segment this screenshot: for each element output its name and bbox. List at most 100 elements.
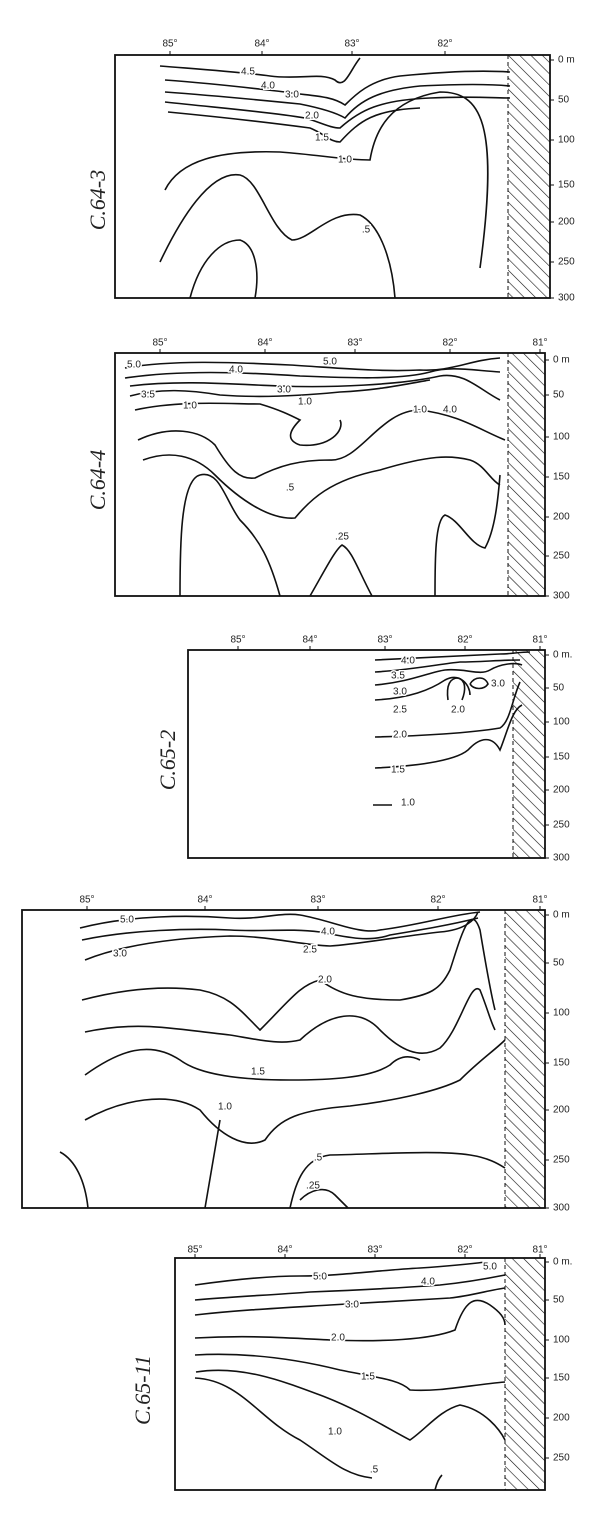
contour-label: 3.0 — [113, 949, 127, 960]
contour-label: 5.0 — [120, 915, 134, 926]
contour-line — [137, 409, 506, 479]
contour-line — [374, 704, 523, 769]
contour-line — [374, 651, 531, 661]
contour-label: 1.5 — [251, 1067, 265, 1078]
contour-label: 1.5 — [391, 765, 405, 776]
contour-line — [84, 1048, 421, 1081]
lon-label: 83° — [347, 338, 362, 349]
contour-label: 4.0 — [421, 1277, 435, 1288]
contour-line — [374, 662, 523, 686]
depth-label: 0 m. — [553, 650, 572, 661]
contour-label: 4.0 — [401, 656, 415, 667]
contour-label: 3.5 — [141, 390, 155, 401]
contour-label: .5 — [314, 1153, 323, 1164]
coast-hatch — [505, 1258, 545, 1490]
depth-label: 150 — [553, 1373, 570, 1384]
depth-label: 200 — [553, 1105, 570, 1116]
contour-label: 2.5 — [393, 705, 407, 716]
depth-label: 150 — [553, 752, 570, 763]
depth-label: 150 — [553, 1058, 570, 1069]
contour-line — [446, 677, 466, 701]
contour-label: 3.0 — [277, 385, 291, 396]
contour-line — [194, 1299, 506, 1342]
lon-label: 83° — [344, 39, 359, 50]
lon-label: 82° — [442, 338, 457, 349]
contour-line — [189, 239, 258, 299]
contour-label: 2.0 — [451, 705, 465, 716]
depth-label: 100 — [553, 432, 570, 443]
lon-label: 81° — [532, 895, 547, 906]
contour-line — [84, 911, 479, 961]
depth-label: 0 m — [553, 355, 570, 366]
contour-label: 1.5 — [361, 1372, 375, 1383]
depth-label: 200 — [553, 512, 570, 523]
contour-line — [179, 473, 281, 597]
contour-line — [434, 474, 501, 597]
depth-label: 250 — [553, 551, 570, 562]
contour-line — [134, 402, 342, 447]
contour-label: 2.0 — [331, 1333, 345, 1344]
contour-label: 4.0 — [321, 927, 335, 938]
contour-label: 5.0 — [483, 1262, 497, 1273]
depth-label: 0 m. — [553, 1257, 572, 1268]
section-label: C.65-11 — [130, 1355, 155, 1425]
coast-hatch — [508, 353, 545, 596]
contour-line — [79, 911, 481, 932]
contour-label: 2.0 — [305, 111, 319, 122]
contour-line — [374, 681, 521, 738]
lon-label: 81° — [532, 338, 547, 349]
contour-line — [59, 1151, 89, 1209]
contour-label: .5 — [370, 1465, 379, 1476]
contour-line — [374, 676, 471, 701]
contour-line — [194, 1274, 506, 1301]
contour-label: 4.0 — [261, 81, 275, 92]
lon-label: 84° — [197, 895, 212, 906]
lon-label: 81° — [532, 1245, 547, 1256]
contour-line — [129, 379, 431, 398]
lon-label: 83° — [367, 1245, 382, 1256]
depth-label: 50 — [558, 95, 570, 106]
contour-line — [374, 659, 521, 673]
depth-label: 200 — [553, 785, 570, 796]
contour-line — [434, 1474, 443, 1491]
lon-label: 82° — [437, 39, 452, 50]
contour-line — [204, 1119, 221, 1209]
depth-label: 50 — [553, 958, 565, 969]
depth-label: 50 — [553, 390, 565, 401]
contour-line — [194, 1261, 486, 1286]
lon-label: 84° — [302, 635, 317, 646]
panel-frame — [187, 649, 546, 859]
section-label: C.64-4 — [85, 450, 110, 511]
contour-label: 4.0 — [229, 365, 243, 376]
contour-label: 1.0 — [183, 401, 197, 412]
panel-frame — [114, 352, 546, 597]
depth-label: 300 — [558, 293, 575, 304]
contour-line — [309, 544, 373, 597]
contour-line — [84, 1039, 506, 1144]
lon-label: 84° — [254, 39, 269, 50]
depth-label: 0 m — [558, 55, 575, 66]
contour-label: .5 — [286, 483, 295, 494]
depth-label: 100 — [553, 1008, 570, 1019]
contour-line — [194, 1353, 506, 1392]
contour-line — [299, 1188, 349, 1209]
coast-hatch — [508, 55, 550, 298]
contour-label: 5.0 — [323, 357, 337, 368]
contour-line — [164, 83, 511, 120]
depth-label: 300 — [553, 591, 570, 602]
lon-label: 82° — [457, 1245, 472, 1256]
contour-line — [194, 1377, 373, 1479]
contour-label: 5.0 — [313, 1272, 327, 1283]
contour-line — [124, 357, 501, 372]
section-label: C.64-3 — [85, 170, 110, 231]
lon-label: 83° — [310, 895, 325, 906]
contour-line — [81, 917, 479, 941]
coast-hatch — [505, 910, 545, 1208]
lon-label: 85° — [79, 895, 94, 906]
contour-line — [195, 1369, 506, 1441]
contour-label: 3.0 — [393, 687, 407, 698]
contour-label: 2.0 — [393, 730, 407, 741]
contour-line — [129, 374, 501, 401]
contour-line — [167, 107, 421, 143]
